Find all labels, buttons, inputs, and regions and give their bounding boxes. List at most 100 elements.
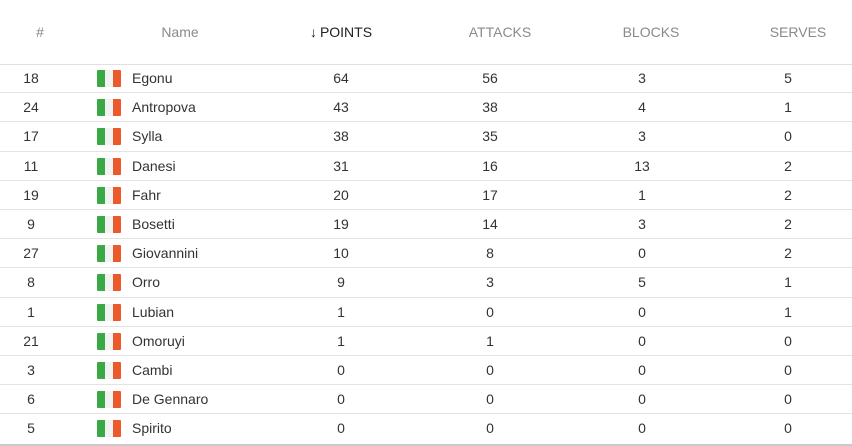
- table-row[interactable]: 6 De Gennaro 0 0 0 0: [0, 385, 852, 415]
- player-serves: 1: [784, 99, 792, 116]
- arrow-down-icon: ↓: [309, 24, 317, 40]
- italy-flag-icon: [97, 99, 121, 117]
- italy-flag-icon: [97, 245, 121, 263]
- table-row[interactable]: 21 Omoruyi 1 1 0 0: [0, 327, 852, 356]
- table-row[interactable]: 19 Fahr 20 17 1 2: [0, 181, 852, 210]
- header-name[interactable]: Name: [161, 24, 199, 40]
- player-serves: 2: [784, 157, 792, 174]
- player-attacks: 16: [482, 157, 498, 174]
- player-attacks: 0: [486, 391, 494, 408]
- header-blocks[interactable]: BLOCKS: [622, 24, 680, 40]
- player-points: 19: [333, 215, 349, 232]
- player-number: 1: [27, 303, 35, 320]
- table-row[interactable]: 27 Giovannini 10 8 0 2: [0, 239, 852, 269]
- table-row[interactable]: 5 Spirito 0 0 0 0: [0, 414, 852, 443]
- player-points: 0: [337, 391, 345, 408]
- player-number: 19: [23, 186, 39, 203]
- player-serves: 2: [784, 215, 792, 232]
- table-row[interactable]: 17 Sylla 38 35 3 0: [0, 122, 852, 152]
- header-serves[interactable]: SERVES: [769, 24, 827, 40]
- header-attacks[interactable]: ATTACKS: [468, 24, 532, 40]
- player-number: 24: [23, 99, 39, 116]
- player-points: 43: [333, 99, 349, 116]
- player-name[interactable]: Spirito: [132, 420, 172, 437]
- player-blocks: 0: [638, 420, 646, 437]
- player-name[interactable]: De Gennaro: [132, 391, 209, 408]
- player-name[interactable]: Omoruyi: [132, 332, 185, 349]
- player-points: 20: [333, 186, 349, 203]
- italy-flag-icon: [97, 70, 121, 87]
- player-blocks: 3: [638, 128, 646, 145]
- header-points-label: POINTS: [319, 24, 373, 40]
- player-attacks: 35: [482, 128, 498, 145]
- table-row[interactable]: 11 Danesi 31 16 13 2: [0, 152, 852, 181]
- player-blocks: 0: [638, 361, 646, 378]
- player-points: 1: [337, 332, 345, 349]
- player-name[interactable]: Danesi: [132, 157, 176, 174]
- player-points: 10: [333, 245, 349, 262]
- player-serves: 0: [784, 420, 792, 437]
- player-blocks: 13: [634, 157, 650, 174]
- player-attacks: 0: [486, 420, 494, 437]
- player-name[interactable]: Giovannini: [132, 245, 199, 262]
- table-row[interactable]: 24 Antropova 43 38 4 1: [0, 93, 852, 123]
- player-serves: 0: [784, 391, 792, 408]
- table-row[interactable]: 8 Orro 9 3 5 1: [0, 268, 852, 298]
- table-row[interactable]: 9 Bosetti 19 14 3 2: [0, 210, 852, 240]
- player-serves: 1: [784, 274, 792, 291]
- player-name[interactable]: Sylla: [132, 128, 163, 145]
- italy-flag-icon: [97, 274, 121, 292]
- player-blocks: 0: [638, 245, 646, 262]
- player-number: 27: [23, 245, 39, 262]
- player-number: 5: [27, 420, 35, 437]
- player-points: 31: [333, 157, 349, 174]
- italy-flag-icon: [97, 361, 121, 379]
- player-points: 0: [337, 420, 345, 437]
- player-number: 8: [27, 274, 35, 291]
- italy-flag-icon: [97, 128, 121, 146]
- player-blocks: 5: [638, 274, 646, 291]
- header-points[interactable]: ↓ POINTS: [291, 0, 391, 64]
- player-number: 3: [27, 361, 35, 378]
- player-name[interactable]: Bosetti: [132, 215, 175, 232]
- header-number[interactable]: #: [36, 24, 44, 40]
- italy-flag-icon: [97, 157, 121, 175]
- player-blocks: 0: [638, 391, 646, 408]
- player-points: 9: [337, 274, 345, 291]
- player-serves: 0: [784, 332, 792, 349]
- player-name[interactable]: Egonu: [132, 70, 173, 86]
- player-serves: 5: [784, 70, 792, 86]
- italy-flag-icon: [97, 186, 121, 204]
- player-blocks: 3: [638, 70, 646, 86]
- player-attacks: 38: [482, 99, 498, 116]
- table-row[interactable]: 18 Egonu 64 56 3 5: [0, 64, 852, 94]
- player-blocks: 4: [638, 99, 646, 116]
- italy-flag-icon: [97, 303, 121, 321]
- player-number: 21: [23, 332, 39, 349]
- player-blocks: 1: [638, 186, 646, 203]
- player-number: 6: [27, 391, 35, 408]
- player-number: 11: [23, 157, 39, 174]
- player-points: 1: [337, 303, 345, 320]
- player-name[interactable]: Fahr: [132, 186, 161, 203]
- player-attacks: 0: [486, 303, 494, 320]
- italy-flag-icon: [97, 391, 121, 409]
- player-attacks: 17: [482, 186, 498, 203]
- italy-flag-icon: [97, 420, 121, 438]
- player-name[interactable]: Cambi: [132, 361, 173, 378]
- player-number: 18: [23, 70, 39, 86]
- player-name[interactable]: Antropova: [132, 99, 196, 116]
- player-serves: 1: [784, 303, 792, 320]
- player-serves: 0: [784, 128, 792, 145]
- player-name[interactable]: Lubian: [132, 303, 175, 320]
- table-row[interactable]: 3 Cambi 0 0 0 0: [0, 356, 852, 386]
- italy-flag-icon: [97, 332, 121, 350]
- player-attacks: 8: [486, 245, 494, 262]
- player-blocks: 0: [638, 332, 646, 349]
- player-name[interactable]: Orro: [132, 274, 160, 291]
- player-attacks: 0: [486, 361, 494, 378]
- table-body: 18 Egonu 64 56 3 5 24 Antropova 43 38 4 1 17 Sylla 38 3…: [0, 64, 852, 443]
- table-row[interactable]: 1 Lubian 1 0 0 1: [0, 298, 852, 327]
- player-attacks: 56: [482, 70, 498, 86]
